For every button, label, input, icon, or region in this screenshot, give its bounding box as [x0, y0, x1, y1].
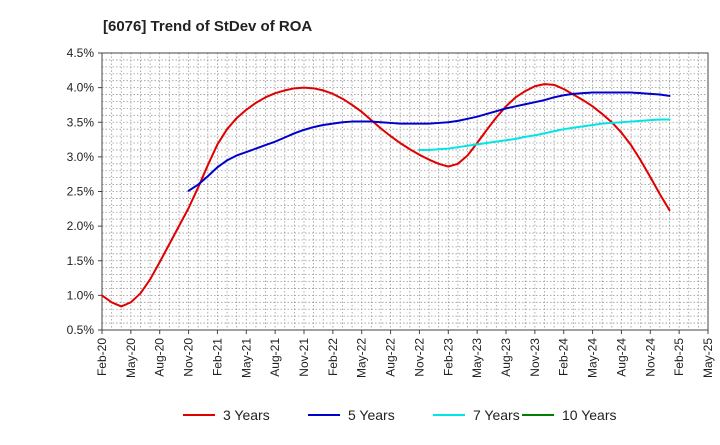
y-axis: 0.5% 1.0% 1.5% 2.0% 2.5% 3.0% 3.5% 4.0% 4.5% — [67, 46, 102, 337]
x-tick-label: Aug-21 — [268, 338, 282, 377]
y-tick-label: 4.5% — [67, 46, 95, 60]
legend-label: 7 Years — [473, 407, 520, 423]
y-tick-label: 1.0% — [67, 288, 95, 302]
x-tick-label: Aug-20 — [153, 338, 167, 377]
legend-label: 3 Years — [223, 407, 270, 423]
y-tick-label: 3.5% — [67, 115, 95, 129]
y-tick-label: 1.5% — [67, 254, 95, 268]
x-tick-label: Feb-24 — [557, 338, 571, 376]
legend-label: 5 Years — [348, 407, 395, 423]
grid-lines — [102, 53, 708, 330]
x-tick-label: Aug-22 — [384, 338, 398, 377]
y-tick-label: 4.0% — [67, 81, 95, 95]
x-tick-label: May-25 — [701, 338, 715, 378]
y-tick-label: 3.0% — [67, 150, 95, 164]
x-tick-label: May-23 — [470, 338, 484, 378]
y-tick-label: 2.5% — [67, 185, 95, 199]
series-lines — [101, 83, 671, 308]
x-axis: Feb-20 May-20 Aug-20 Nov-20 Feb-21 May-21 Aug-… — [95, 330, 715, 378]
y-tick-label: 0.5% — [67, 323, 95, 337]
x-tick-label: Nov-23 — [528, 338, 542, 377]
series-line-5-years — [187, 91, 671, 192]
x-tick-label: Aug-24 — [614, 338, 628, 377]
x-tick-label: Aug-23 — [499, 338, 513, 377]
legend: 3 Years 5 Years 7 Years 10 Years — [183, 407, 617, 423]
x-tick-label: May-21 — [239, 338, 253, 378]
x-tick-label: Nov-21 — [297, 338, 311, 377]
chart-title: [6076] Trend of StDev of ROA — [103, 18, 312, 35]
y-tick-label: 2.0% — [67, 219, 95, 233]
x-tick-label: May-22 — [355, 338, 369, 378]
x-tick-label: Feb-25 — [672, 338, 686, 376]
x-tick-label: Nov-20 — [182, 338, 196, 377]
series-line-7-years — [418, 118, 671, 151]
x-tick-label: Feb-22 — [326, 338, 340, 376]
x-tick-label: Feb-23 — [441, 338, 455, 376]
x-tick-label: May-20 — [124, 338, 138, 378]
legend-label: 10 Years — [562, 407, 617, 423]
x-tick-label: May-24 — [586, 338, 600, 378]
series-line-3-years — [101, 83, 671, 308]
x-tick-label: Feb-20 — [95, 338, 109, 376]
x-tick-label: Nov-22 — [412, 338, 426, 377]
x-tick-label: Feb-21 — [210, 338, 224, 376]
x-tick-label: Nov-24 — [643, 338, 657, 377]
